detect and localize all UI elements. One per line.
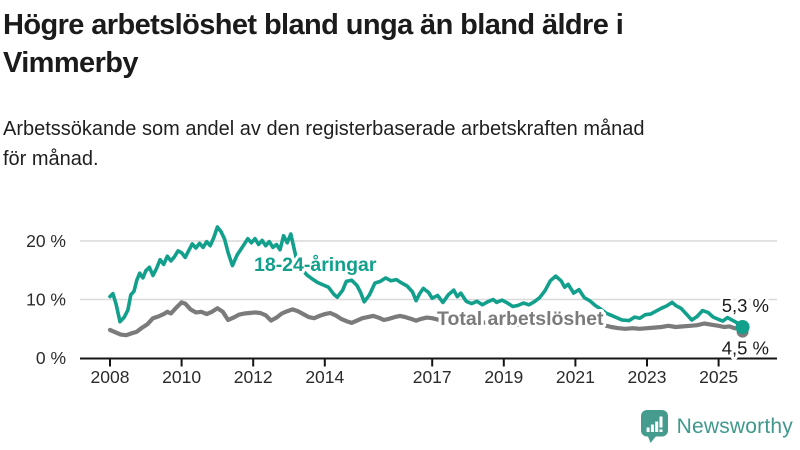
x-axis-tick-label: 2021 bbox=[556, 367, 595, 387]
x-axis-tick-label: 2014 bbox=[305, 367, 344, 387]
x-axis-tick-label: 2023 bbox=[628, 367, 667, 387]
series-line-total bbox=[107, 300, 745, 338]
y-axis-label: 10 % bbox=[26, 290, 66, 310]
y-axis-label: 20 % bbox=[26, 231, 66, 251]
x-axis-tick-label: 2025 bbox=[699, 367, 738, 387]
x-axis-tick-label: 2008 bbox=[91, 367, 130, 387]
end-value-label-total: 4,5 % bbox=[722, 338, 769, 359]
title-line-1: Högre arbetslöshet bland unga än bland ä… bbox=[3, 9, 624, 41]
series-end-dot-youth bbox=[735, 319, 750, 334]
newsworthy-logo: Newsworthy bbox=[640, 409, 793, 444]
page-title: Högre arbetslöshet bland unga än bland ä… bbox=[3, 6, 795, 82]
x-axis-tick-label: 2010 bbox=[162, 367, 201, 387]
subtitle-line-1: Arbetssökande som andel av den registerb… bbox=[3, 118, 645, 140]
series-label-youth: 18-24-åringar bbox=[254, 253, 377, 276]
chart-subtitle: Arbetssökande som andel av den registerb… bbox=[3, 114, 795, 174]
y-axis-label: 0 % bbox=[36, 348, 66, 368]
series-line-youth bbox=[108, 225, 745, 329]
bar-chart-speech-bubble-icon bbox=[640, 410, 668, 443]
x-axis-tick-label: 2012 bbox=[234, 367, 273, 387]
end-value-label-youth: 5,3 % bbox=[722, 295, 769, 316]
title-line-2: Vimmerby bbox=[3, 47, 139, 79]
newsworthy-logo-text: Newsworthy bbox=[676, 414, 793, 438]
subtitle-line-2: för månad. bbox=[3, 148, 99, 170]
x-axis-tick-label: 2019 bbox=[484, 367, 523, 387]
x-axis-tick-label: 2017 bbox=[413, 367, 452, 387]
series-label-total: Total arbetslöshet bbox=[437, 308, 604, 330]
